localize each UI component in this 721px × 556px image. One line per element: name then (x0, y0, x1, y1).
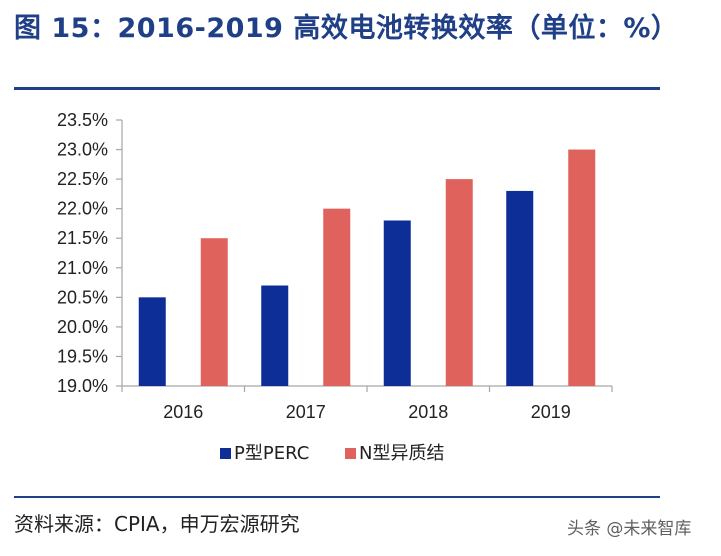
bar-p-perc-2019 (506, 190, 534, 386)
y-tick-label: 21.5% (57, 228, 108, 248)
legend-label: N型异质结 (359, 443, 444, 464)
x-tick-label: 2018 (408, 402, 448, 422)
y-axis: 19.0% 19.5% 20.0% 20.5% 21.0% 21.5% 22.0% 22.5%… (57, 110, 123, 396)
x-axis: 2016 2017 2018 2019 (121, 385, 613, 422)
bars (138, 149, 596, 386)
y-tick-label: 20.5% (57, 287, 108, 307)
bar-p-perc-2018 (383, 220, 411, 386)
x-tick-label: 2019 (531, 402, 571, 422)
y-tick-label: 22.0% (57, 199, 108, 219)
bar-n-hetero-2018 (445, 179, 473, 386)
source-note: 资料来源：CPIA，申万宏源研究 (14, 512, 300, 536)
source-divider (14, 496, 660, 498)
y-tick-label: 23.5% (57, 110, 108, 130)
x-tick-label: 2016 (163, 402, 203, 422)
legend: P型PERC N型异质结 (220, 443, 444, 464)
watermark: 头条 @未来智库 (567, 519, 692, 539)
chart-title: 图 15：2016-2019 高效电池转换效率（单位：%） (14, 13, 679, 44)
bar-p-perc-2016 (138, 297, 166, 386)
legend-swatch (220, 448, 231, 459)
x-tick-label: 2017 (286, 402, 326, 422)
legend-swatch (345, 448, 356, 459)
bar-n-hetero-2016 (200, 238, 228, 386)
bar-n-hetero-2019 (568, 149, 596, 386)
y-tick-label: 23.0% (57, 140, 108, 160)
y-tick-label: 20.0% (57, 317, 108, 337)
y-tick-label: 22.5% (57, 169, 108, 189)
y-tick-label: 19.5% (57, 346, 108, 366)
legend-label: P型PERC (234, 443, 309, 464)
y-tick-label: 21.0% (57, 258, 108, 278)
title-divider (14, 87, 660, 90)
bar-p-perc-2017 (261, 285, 289, 386)
bar-n-hetero-2017 (323, 208, 351, 386)
y-tick-label: 19.0% (57, 376, 108, 396)
